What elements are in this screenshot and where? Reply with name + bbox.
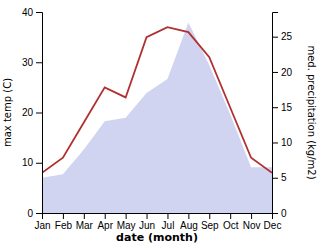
temperature-line: [42, 27, 272, 173]
x-axis-title: date (month): [116, 231, 198, 244]
tick: Feb: [55, 213, 73, 231]
tick-label: Dec: [264, 220, 282, 231]
tick: Mar: [76, 213, 94, 231]
tick-label: Feb: [55, 220, 73, 231]
tick-label: Oct: [223, 220, 239, 231]
chart: JanFebMarAprMayJunJulAugSepOctNovDec0102…: [0, 0, 318, 247]
tick-label: 10: [22, 157, 34, 168]
tick-label: Mar: [76, 220, 94, 231]
tick: 25: [272, 31, 293, 42]
tick-label: 0: [27, 208, 33, 219]
y-axis: 0 10 20 30 40: [22, 7, 43, 219]
tick-label: Aug: [180, 220, 198, 231]
tick-label: Apr: [97, 220, 113, 231]
tick-mark: [209, 213, 210, 219]
tick-mark: [36, 12, 42, 13]
tick: 30: [22, 57, 42, 68]
tick-mark: [63, 213, 64, 219]
tick: Jun: [139, 213, 155, 231]
tick: Sep: [201, 213, 219, 231]
tick-label: 40: [22, 7, 34, 18]
tick-mark: [36, 213, 42, 214]
tick-mark: [105, 213, 106, 219]
tick: 10: [272, 137, 293, 148]
tick-mark: [36, 62, 42, 63]
tick-label: 10: [281, 137, 293, 148]
axis-line: [43, 214, 273, 220]
tick-mark: [188, 213, 189, 219]
tick-mark: [147, 213, 148, 219]
tick: May: [117, 213, 136, 231]
tick-mark: [230, 213, 231, 219]
tick: 0: [27, 208, 42, 219]
tick-mark: [84, 213, 85, 219]
precipitation-area: [42, 23, 272, 213]
tick-label: 0: [281, 208, 287, 219]
tick: 40: [22, 7, 42, 18]
tick-label: 25: [281, 31, 293, 42]
tick-mark: [251, 213, 252, 219]
tick-label: 5: [281, 172, 287, 183]
tick-mark: [167, 213, 168, 219]
plot: JanFebMarAprMayJunJulAugSepOctNovDec0102…: [22, 7, 293, 231]
marks: [42, 23, 272, 213]
tick-label: 20: [22, 107, 34, 118]
y-axis-title: max temp (C): [2, 78, 13, 147]
tick-label: May: [117, 220, 136, 231]
axis-line: [273, 13, 279, 214]
tick: Dec: [264, 213, 282, 231]
y2-axis-title: med. precipitation (kg/m2): [306, 45, 317, 179]
tick: 15: [272, 102, 293, 113]
tick: 20: [272, 67, 293, 78]
tick: 10: [22, 157, 42, 168]
tick: Oct: [223, 213, 239, 231]
tick-mark: [272, 37, 278, 38]
tick-label: Jul: [162, 220, 175, 231]
axis-line: [36, 13, 43, 214]
tick: Apr: [97, 213, 113, 231]
tick-label: Jan: [34, 220, 50, 231]
tick-mark: [272, 142, 278, 143]
tick-mark: [272, 72, 278, 73]
tick-mark: [272, 178, 278, 179]
tick: 5: [272, 172, 287, 183]
tick: 20: [22, 107, 42, 118]
tick: Jan: [34, 213, 50, 231]
tick: Jul: [162, 213, 175, 231]
tick: Nov: [243, 213, 261, 231]
tick-mark: [36, 163, 42, 164]
tick-mark: [126, 213, 127, 219]
tick-label: 30: [22, 57, 34, 68]
tick-mark: [272, 213, 278, 214]
tick-label: Sep: [201, 220, 219, 231]
y2-axis: 0 5 10 15 20 25: [272, 13, 293, 219]
tick-mark: [272, 107, 278, 108]
tick-mark: [36, 113, 42, 114]
tick: Aug: [180, 213, 198, 231]
tick-label: 20: [281, 67, 293, 78]
tick-label: Jun: [139, 220, 155, 231]
tick-label: 15: [281, 102, 293, 113]
tick-label: Nov: [243, 220, 261, 231]
x-axis: Jan FebMarApr MayJun Jul AugSep Oct NovDec: [34, 213, 281, 231]
tick: 0: [272, 208, 287, 219]
